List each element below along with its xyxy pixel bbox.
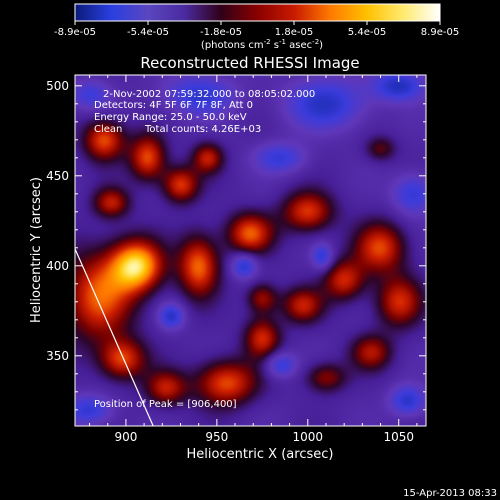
colorbar-tick-label: -8.9e-05 bbox=[54, 27, 96, 38]
footer-date: 15-Apr-2013 08:33 bbox=[403, 488, 497, 499]
energy-range-text: Energy Range: 25.0 - 50.0 keV bbox=[94, 112, 247, 123]
total-counts-text: Total counts: 4.26E+03 bbox=[144, 124, 261, 135]
image-area: 2-Nov-2002 07:59:32.000 to 08:05:02.000 … bbox=[75, 75, 426, 426]
y-tick-label: 400 bbox=[46, 259, 69, 273]
colorbar-unit-label: (photons cm-2 s-1 asec-2) bbox=[201, 38, 323, 51]
colorbar-tick-label: 1.8e-05 bbox=[275, 27, 313, 38]
method-text: Clean bbox=[94, 124, 122, 135]
solar-limb-line bbox=[75, 247, 154, 426]
colorbar-ticks: -8.9e-05 -5.4e-05 -1.8e-05 1.8e-05 5.4e-05 8.… bbox=[54, 21, 459, 38]
detectors-text: Detectors: 4F 5F 6F 7F 8F, Att 0 bbox=[94, 100, 253, 111]
axis-ticks: 900 950 1000 1050 350 400 450 500 bbox=[46, 75, 426, 444]
heatmap-image bbox=[75, 75, 426, 426]
colorbar-tick-label: -1.8e-05 bbox=[200, 27, 242, 38]
y-tick-label: 450 bbox=[46, 169, 69, 183]
x-axis-label: Heliocentric X (arcsec) bbox=[187, 447, 334, 462]
colorbar-bar bbox=[74, 3, 441, 22]
chart-title: Reconstructed RHESSI Image bbox=[140, 54, 359, 72]
colorbar-tick-label: -5.4e-05 bbox=[127, 27, 169, 38]
x-tick-label: 1000 bbox=[293, 430, 324, 444]
colorbar-tick-label: 8.9e-05 bbox=[421, 27, 459, 38]
peak-position-text: Position of Peak = [906,400] bbox=[94, 399, 237, 410]
y-axis-label: Heliocentric Y (arcsec) bbox=[29, 177, 44, 323]
colorbar-tick-label: 5.4e-05 bbox=[348, 27, 386, 38]
y-tick-label: 500 bbox=[46, 79, 69, 93]
x-tick-label: 950 bbox=[205, 430, 228, 444]
annotation-block: 2-Nov-2002 07:59:32.000 to 08:05:02.000 … bbox=[94, 89, 315, 410]
y-tick-label: 350 bbox=[46, 349, 69, 363]
time-range-text: 2-Nov-2002 07:59:32.000 to 08:05:02.000 bbox=[103, 89, 315, 100]
colorbar: -8.9e-05 -5.4e-05 -1.8e-05 1.8e-05 5.4e-05 8.… bbox=[54, 3, 459, 51]
x-tick-label: 900 bbox=[114, 430, 137, 444]
x-tick-label: 1050 bbox=[383, 430, 414, 444]
plot-frame bbox=[74, 74, 427, 427]
